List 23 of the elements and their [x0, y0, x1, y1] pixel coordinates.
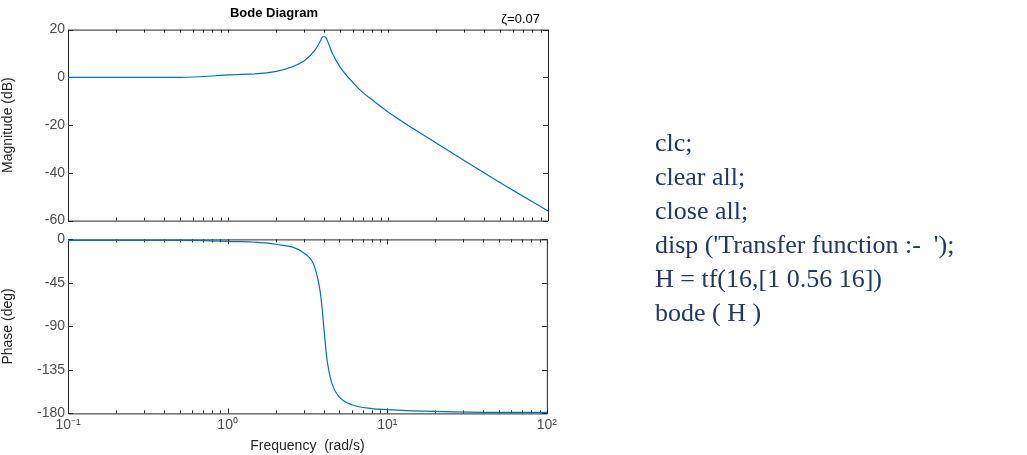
text: clc; [655, 127, 694, 159]
text: clear all; [655, 161, 747, 193]
chart-title: Bode Diagram [229, 5, 319, 21]
y-tick-label: 0 [57, 230, 66, 247]
x-axis-title: Frequency (rad/s) [250, 437, 365, 454]
text: disp ('Transfer function :- '); [655, 229, 955, 261]
y-tick-label: 20 [49, 20, 66, 37]
y-axis-title: Magnitude (dB) [0, 77, 16, 173]
y-tick-label: -60 [44, 211, 66, 228]
text: bode ( H ) [655, 297, 763, 329]
y-axis-title: Phase (deg) [0, 288, 16, 365]
x-tick-label: 10² [536, 415, 558, 432]
x-tick-label: 10¹ [377, 415, 398, 432]
text: H = tf(16,[1 0.56 16]) [655, 263, 883, 295]
y-tick-label: -40 [44, 163, 66, 180]
y-tick-label: -45 [44, 273, 66, 290]
x-tick-label: 10⁰ [217, 415, 238, 432]
y-tick-label: 0 [57, 68, 66, 85]
y-tick-label: -90 [44, 317, 66, 334]
y-tick-label: -20 [44, 115, 66, 132]
y-tick-label: -135 [36, 360, 66, 377]
text: close all; [655, 195, 750, 227]
text: ζ=0.07 [501, 10, 540, 26]
